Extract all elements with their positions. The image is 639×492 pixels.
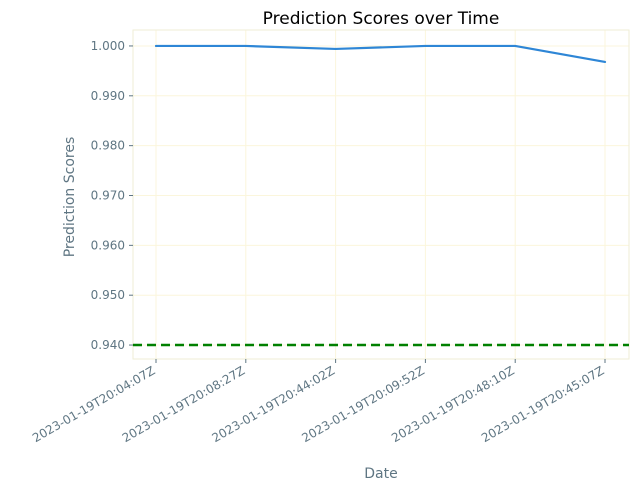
y-axis-label: Prediction Scores — [62, 137, 78, 258]
y-tick-label: 0.970 — [91, 188, 125, 202]
chart-marks — [133, 44, 629, 347]
grid — [133, 30, 629, 359]
plot-frame — [132, 29, 630, 360]
y-tick-label: 0.940 — [91, 338, 125, 352]
y-tick-label: 0.980 — [91, 139, 125, 153]
x-axis-label: Date — [364, 466, 397, 482]
series-line — [154, 44, 607, 64]
chart-title: Prediction Scores over Time — [263, 9, 500, 29]
y-tick-label: 0.950 — [91, 288, 125, 302]
y-tick-label: 1.000 — [91, 39, 125, 53]
y-tick-label: 0.990 — [91, 89, 125, 103]
y-tick-label: 0.960 — [91, 238, 125, 252]
